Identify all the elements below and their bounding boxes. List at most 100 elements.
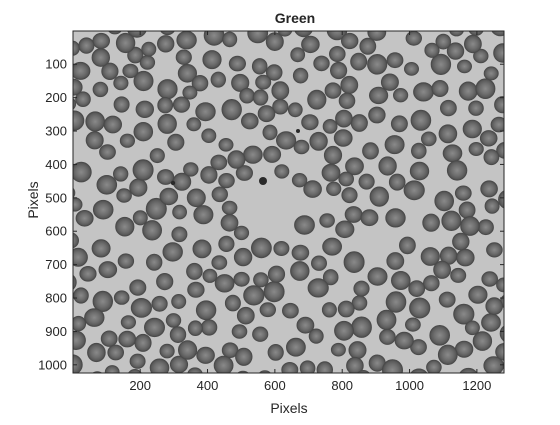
- blood-cell: [145, 197, 167, 220]
- y-tick-label: 400: [45, 157, 67, 172]
- blood-cell: [442, 144, 463, 163]
- blood-cell: [459, 367, 478, 373]
- blood-cell: [251, 58, 268, 75]
- y-tick-label: 900: [45, 324, 67, 339]
- blood-cell: [252, 89, 269, 106]
- blood-cell: [498, 190, 504, 209]
- blood-cell: [484, 198, 500, 214]
- blood-cell: [479, 130, 498, 147]
- blood-cell: [384, 135, 405, 155]
- blood-cell: [218, 235, 235, 252]
- blood-cell: [435, 33, 452, 50]
- blood-cell: [257, 105, 276, 123]
- blood-cell: [186, 188, 206, 208]
- x-tick-label: 1200: [462, 378, 491, 393]
- blood-cell: [73, 110, 85, 131]
- blood-cell: [267, 265, 286, 283]
- y-tick-label: 1000: [38, 357, 67, 372]
- blood-cell: [481, 271, 499, 287]
- blood-cell: [139, 55, 156, 70]
- blood-cell: [293, 139, 310, 155]
- blood-cell: [344, 206, 363, 223]
- blood-cell: [463, 34, 482, 54]
- blood-cell: [186, 262, 203, 280]
- blood-cell: [129, 178, 148, 197]
- blood-cell: [477, 219, 494, 236]
- blood-cell: [456, 59, 472, 74]
- blood-cell: [458, 201, 476, 219]
- blood-cell: [309, 131, 328, 151]
- blood-cell: [218, 138, 234, 152]
- blood-cell: [263, 145, 282, 163]
- x-tick-label: 200: [129, 378, 151, 393]
- blood-cell: [73, 330, 86, 350]
- blood-cell: [157, 169, 175, 185]
- blood-cell: [101, 62, 119, 81]
- blood-cell: [382, 359, 403, 373]
- blood-cell: [390, 270, 411, 290]
- blood-cell: [368, 86, 389, 105]
- blood-cell: [439, 99, 457, 117]
- blood-cell: [247, 31, 269, 44]
- blood-cell: [330, 342, 346, 357]
- blood-cell: [316, 361, 333, 373]
- blood-cell: [475, 78, 496, 99]
- blood-cell: [388, 173, 406, 191]
- blood-cell: [104, 365, 120, 373]
- blood-cell: [321, 302, 337, 318]
- blood-cell: [224, 294, 241, 312]
- blood-cell: [431, 80, 449, 98]
- blood-cell: [356, 370, 370, 373]
- blood-cell: [453, 303, 475, 325]
- blood-cell: [409, 161, 430, 181]
- blood-cell: [233, 247, 253, 267]
- blood-cell: [285, 337, 306, 357]
- blood-cell: [233, 271, 250, 287]
- blood-cell: [326, 181, 342, 197]
- blood-cell: [73, 40, 80, 56]
- blood-cell: [191, 74, 209, 92]
- y-tick-label: 100: [45, 57, 67, 72]
- blood-cell: [73, 232, 79, 249]
- blood-cell: [386, 52, 404, 69]
- blood-cell: [483, 149, 500, 166]
- x-tick-label: 400: [197, 378, 219, 393]
- blood-cell: [75, 210, 94, 227]
- blood-cell: [100, 330, 118, 347]
- blood-cell: [84, 308, 105, 327]
- blood-cell: [403, 62, 419, 76]
- blood-cell: [335, 109, 353, 128]
- blood-cell: [200, 166, 218, 184]
- blood-cell: [291, 244, 310, 261]
- blood-cell: [308, 328, 324, 344]
- y-axis-label: Pixels: [25, 181, 41, 218]
- blood-cell: [353, 280, 370, 297]
- blood-cell: [404, 317, 421, 332]
- blood-cell: [175, 49, 192, 65]
- blood-cell: [220, 214, 239, 232]
- blood-cell: [367, 54, 388, 75]
- blood-cell: [117, 253, 135, 269]
- blood-cell: [348, 341, 367, 360]
- blood-cell: [177, 64, 197, 83]
- blood-cell: [392, 87, 409, 103]
- blood-cell: [222, 31, 238, 48]
- blood-cell: [227, 150, 246, 169]
- blood-cell: [287, 102, 303, 118]
- x-axis: 200 400 600 800 1000 1200: [129, 31, 491, 393]
- blood-cell: [79, 265, 97, 282]
- blood-cell: [307, 278, 329, 298]
- blood-cell: [92, 290, 114, 312]
- blood-cell: [73, 197, 83, 212]
- dark-speck: [170, 180, 176, 186]
- blood-cell: [329, 61, 348, 80]
- blood-cell: [210, 71, 227, 88]
- blood-cell: [322, 269, 339, 286]
- y-tick-label: 600: [45, 224, 67, 239]
- blood-cell: [103, 115, 123, 134]
- blood-cell: [115, 32, 136, 54]
- blood-cell: [156, 35, 175, 53]
- blood-cell: [98, 261, 118, 279]
- chart-title: Green: [275, 10, 315, 26]
- blood-cell: [258, 370, 272, 373]
